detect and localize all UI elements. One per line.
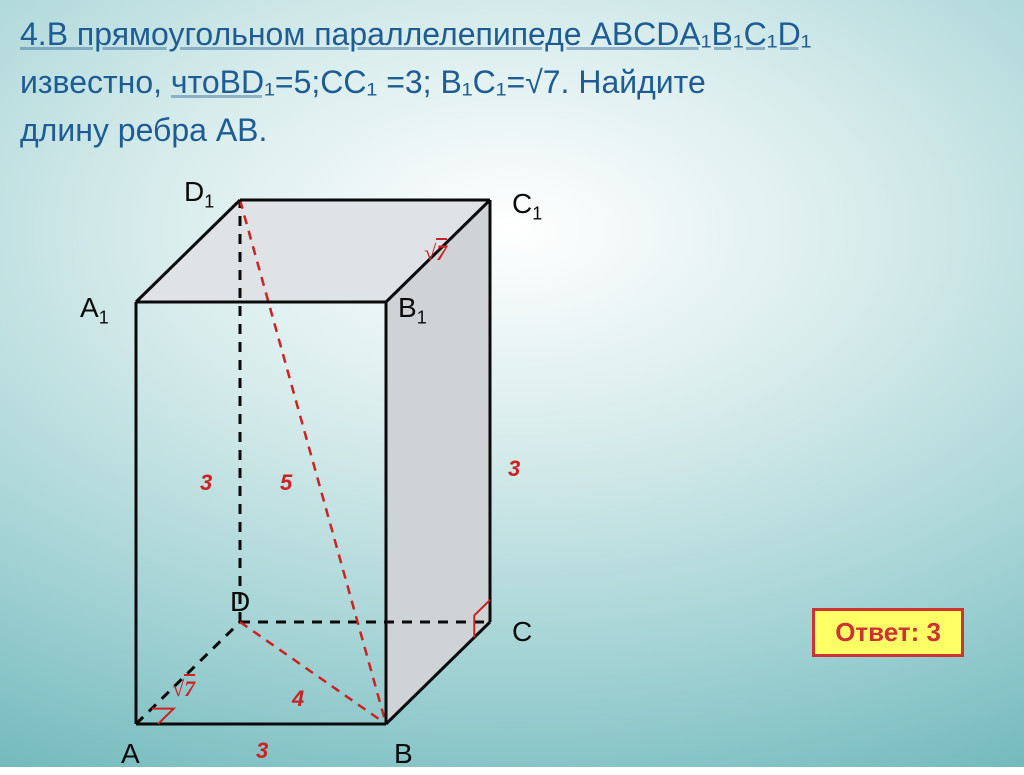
vertex-label-C1: C1: [512, 188, 542, 225]
problem-line-3: длину ребра АВ.: [20, 112, 267, 148]
problem-line-2-underlined: чтоBD₁: [171, 64, 275, 100]
measure-three_left: 3: [200, 470, 212, 496]
measure-three_btm: 3: [256, 738, 268, 764]
problem-line-2-prefix: известно,: [20, 64, 171, 100]
vertex-label-B: B: [394, 738, 413, 770]
cuboid-diagram: ABCDA1B1C1D1√7353√743: [60, 170, 560, 750]
vertex-label-D1: D1: [184, 176, 214, 213]
vertex-label-D: D: [230, 586, 250, 618]
problem-line-2-rest: =5;СС₁ =3; В₁С₁=√7. Найдите: [275, 64, 706, 100]
vertex-label-A: A: [121, 738, 140, 770]
measure-sqrt7_top: √7: [424, 240, 447, 266]
problem-statement: 4.В прямоугольном параллелепипеде ABCDA₁…: [20, 10, 1004, 154]
cuboid-svg: [60, 170, 560, 770]
answer-label: Ответ: 3: [835, 617, 941, 647]
measure-sqrt7_btm: √7: [172, 676, 195, 702]
vertex-label-C: C: [512, 616, 532, 648]
problem-line-1: 4.В прямоугольном параллелепипеде ABCDA₁…: [20, 16, 811, 52]
measure-five: 5: [280, 470, 292, 496]
measure-four: 4: [292, 686, 304, 712]
vertex-label-B1: B1: [398, 292, 427, 329]
measure-three_right: 3: [508, 456, 520, 482]
answer-box: Ответ: 3: [812, 608, 964, 657]
vertex-label-A1: A1: [80, 292, 109, 329]
